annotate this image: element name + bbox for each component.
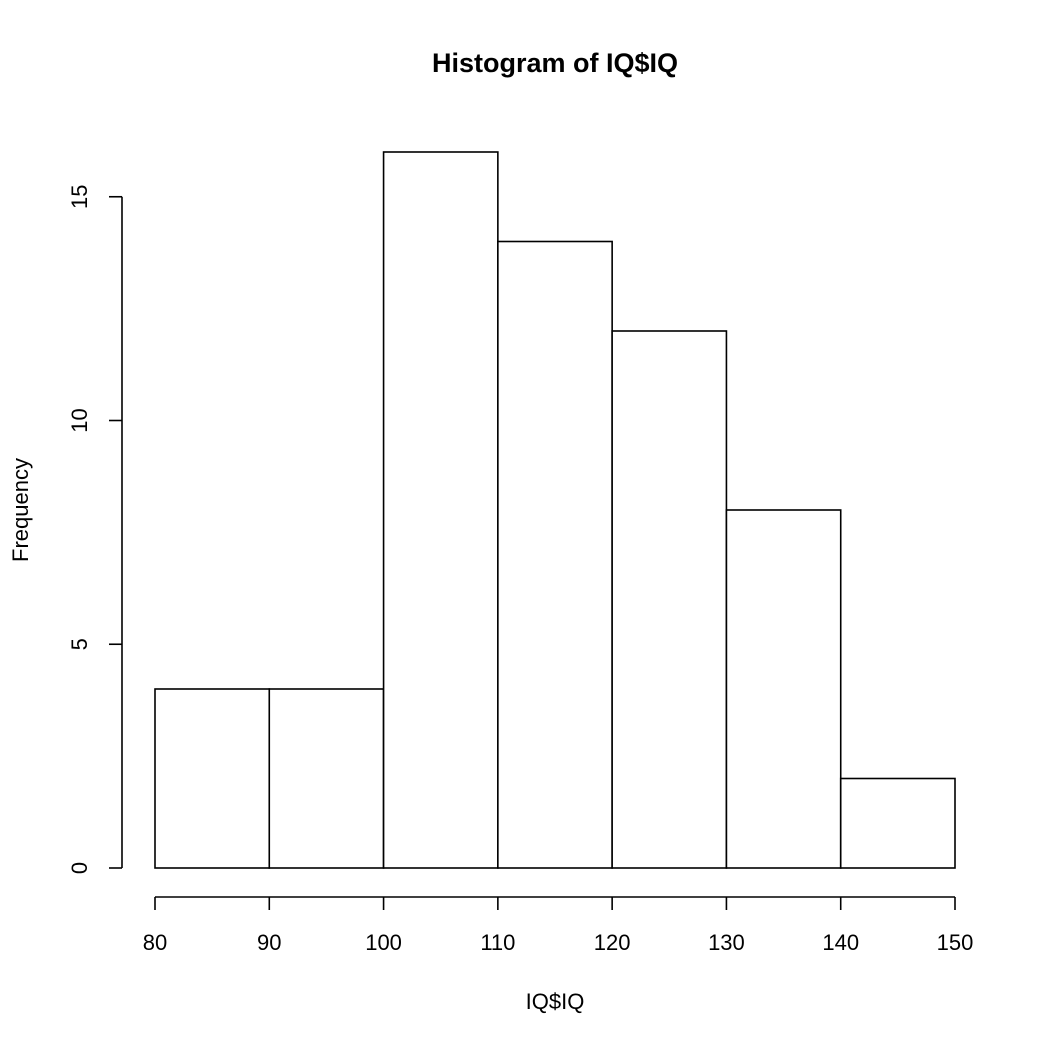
histogram-bar (154, 688, 271, 869)
y-axis-label: Frequency (8, 458, 33, 562)
y-tick-label: 15 (67, 185, 92, 209)
y-axis: 0 5 10 15 (67, 185, 123, 874)
y-tick-label: 5 (67, 638, 92, 650)
x-tick-label: 140 (822, 930, 859, 955)
x-tick-label: 130 (708, 930, 745, 955)
histogram-bar (725, 509, 842, 869)
x-tick-label: 80 (143, 930, 167, 955)
histogram-bar (268, 688, 385, 869)
y-tick-label: 10 (67, 408, 92, 432)
x-tick-label: 120 (594, 930, 631, 955)
x-tick-label: 150 (937, 930, 974, 955)
y-tick-label: 0 (67, 862, 92, 874)
x-tick-label: 100 (365, 930, 402, 955)
chart-title: Histogram of IQ$IQ (432, 48, 678, 78)
histogram-bars (154, 151, 956, 869)
x-tick-label: 90 (257, 930, 281, 955)
histogram-bar (839, 777, 956, 869)
x-tick-label: 110 (480, 930, 515, 955)
histogram-bar (497, 240, 613, 869)
x-axis-label: IQ$IQ (526, 989, 585, 1014)
x-axis: 80 90 100 110 120 130 140 150 (143, 896, 974, 955)
histogram-bar (382, 151, 499, 869)
histogram-bar (611, 330, 728, 869)
